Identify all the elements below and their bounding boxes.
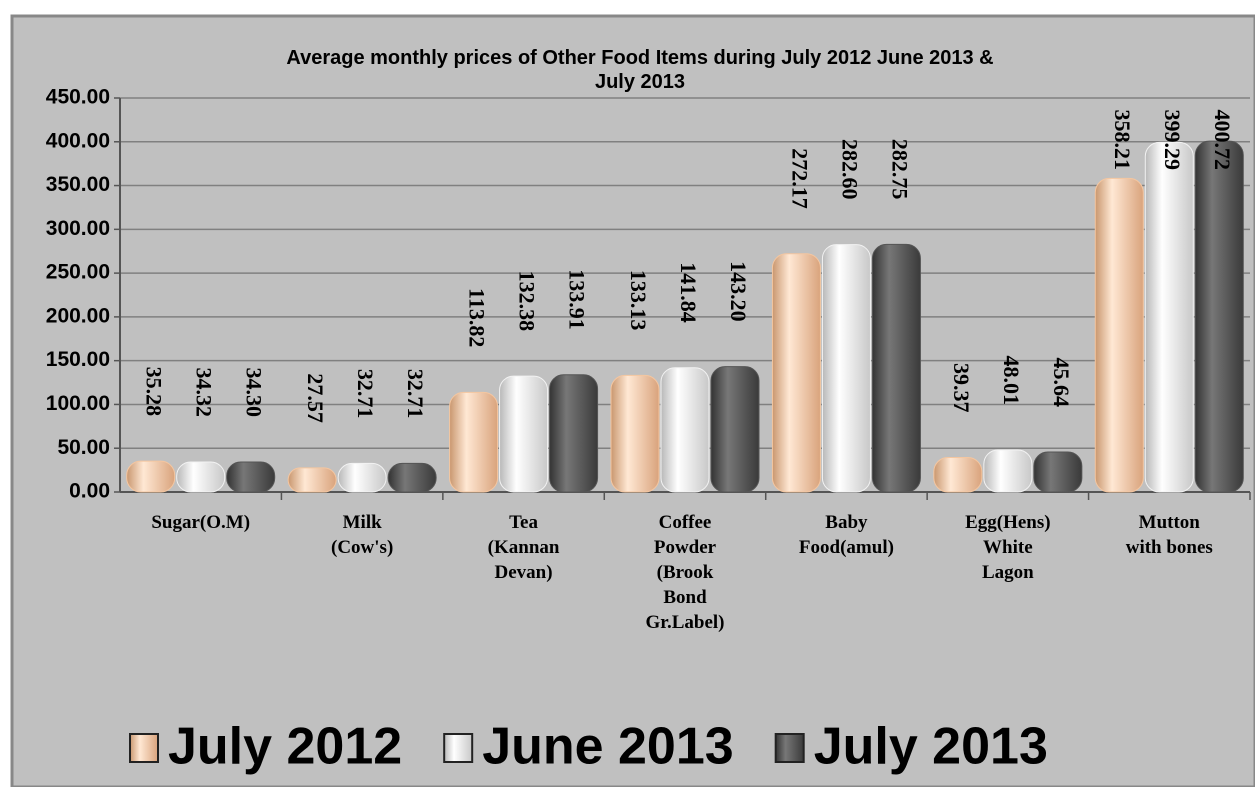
bar (449, 391, 499, 493)
data-label: 45.64 (1049, 358, 1074, 408)
y-tick-label: 300.00 (46, 217, 110, 240)
data-label: 32.71 (403, 369, 428, 419)
bar (1033, 451, 1083, 493)
x-tick-label: Baby Food(amul) (799, 512, 894, 558)
data-label: 272.17 (787, 148, 812, 209)
y-tick-label: 100.00 (46, 392, 110, 415)
bar (1144, 141, 1194, 493)
data-label: 39.37 (949, 363, 974, 413)
bar (710, 366, 760, 493)
chart-title: Average monthly prices of Other Food Ite… (286, 47, 993, 93)
bar (126, 460, 176, 493)
data-label: 132.38 (515, 271, 540, 332)
x-tick-label: Mutton with bones (1126, 512, 1213, 558)
data-label: 400.72 (1210, 110, 1235, 171)
data-label: 143.20 (726, 261, 751, 322)
y-tick-label: 50.00 (57, 436, 110, 459)
bar (933, 457, 983, 493)
data-label: 282.75 (887, 139, 912, 200)
x-tick-label: Milk (Cow's) (331, 512, 393, 558)
data-label: 133.13 (626, 270, 651, 331)
bar (771, 253, 821, 493)
data-label: 34.30 (242, 367, 267, 417)
legend-swatch (443, 733, 474, 763)
legend-label: July 2012 (168, 718, 402, 776)
legend-label: July 2013 (814, 718, 1048, 776)
bar (337, 462, 387, 493)
bar (821, 244, 871, 493)
data-label: 358.21 (1110, 110, 1135, 171)
bar (226, 461, 276, 493)
x-tick-label: Sugar(O.M) (151, 512, 250, 533)
data-label: 141.84 (676, 262, 701, 323)
y-tick-label: 0.00 (69, 480, 110, 503)
bar (1094, 177, 1144, 493)
x-tick-label: Egg(Hens) White Lagon (965, 512, 1051, 583)
data-label: 34.32 (192, 367, 217, 417)
legend-swatch (774, 733, 805, 763)
data-label: 32.71 (353, 369, 378, 419)
y-tick-label: 200.00 (46, 304, 110, 327)
data-label: 282.60 (837, 139, 862, 200)
data-label: 133.91 (565, 269, 590, 330)
bar (1194, 140, 1244, 493)
data-label: 35.28 (142, 367, 167, 417)
legend-swatch (129, 733, 159, 763)
bar (871, 243, 921, 493)
data-label: 113.82 (465, 288, 490, 347)
bar (660, 367, 710, 493)
y-tick-label: 250.00 (46, 261, 110, 284)
y-tick-label: 450.00 (46, 86, 110, 109)
bar (499, 375, 549, 493)
bar (176, 461, 226, 493)
y-tick-label: 400.00 (46, 129, 110, 152)
y-tick-label: 150.00 (46, 348, 110, 371)
y-tick-label: 350.00 (46, 173, 110, 196)
data-label: 27.57 (303, 373, 328, 423)
data-label: 48.01 (999, 355, 1024, 405)
x-tick-label: Coffee Powder (Brook Bond Gr.Label) (646, 512, 725, 633)
bar (610, 374, 660, 493)
bar (387, 462, 437, 493)
data-label: 399.29 (1160, 110, 1185, 171)
legend-label: June 2013 (482, 718, 734, 776)
bar (549, 374, 599, 493)
x-tick-label: Tea (Kannan Devan) (488, 512, 560, 583)
bar (983, 449, 1033, 493)
bar (287, 467, 337, 493)
